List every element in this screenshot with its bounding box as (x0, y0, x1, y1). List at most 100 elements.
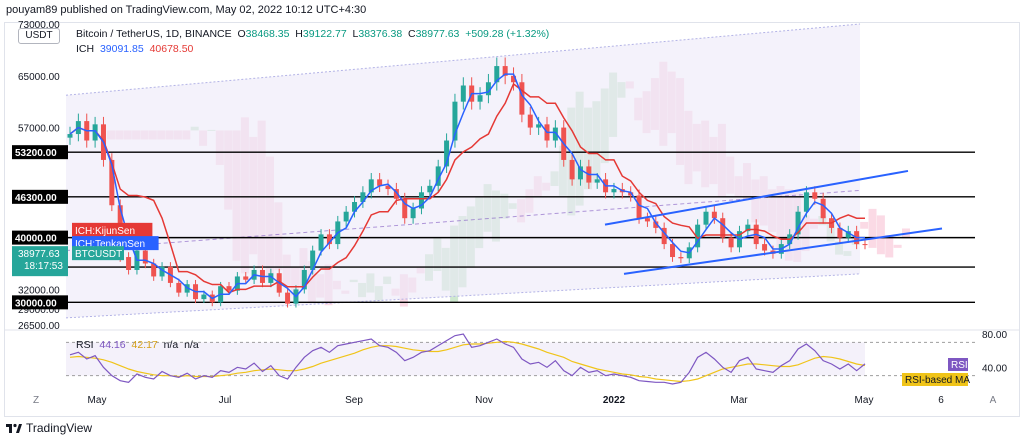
price-axis: 26500.00 29000.00 32000.00 57000.00 65000.00… (18, 20, 60, 332)
candle-body (310, 250, 316, 270)
ich-value-1: 39091.85 (99, 43, 144, 55)
candle-body (670, 244, 676, 258)
rsi-line (69, 333, 866, 385)
rsi-pane: 80.00 40.00 RSI RSI-based MA (4, 329, 1020, 386)
ich-label: ICH (76, 43, 95, 55)
rsi-tick-label: 80.00 (982, 330, 1007, 341)
candle-body (636, 195, 642, 219)
brand-name: TradingView (26, 421, 93, 435)
candle-body (862, 244, 868, 246)
auto-scale-icon[interactable]: A (990, 395, 997, 406)
channel-fill (66, 24, 860, 318)
candle-body (762, 244, 768, 251)
indicator-tag (72, 222, 153, 237)
trend-line-upper[interactable] (604, 169, 909, 226)
currency-button[interactable]: USDT (18, 28, 60, 44)
symbol-legend: Bitcoin / TetherUS, 1D, BINANCE O38468.3… (76, 28, 549, 40)
candle-body (402, 198, 408, 219)
level-tag-label: 53200.00 (15, 148, 57, 159)
channel-top-line (65, 23, 861, 96)
published-header: pouyam89 published on TradingView.com, M… (6, 4, 367, 16)
horizontal-levels (66, 151, 975, 304)
candle-body (92, 124, 98, 141)
kijun-line (69, 82, 866, 294)
candle-body (703, 211, 709, 225)
candle-body (577, 166, 583, 180)
candle-body (511, 75, 517, 83)
candle-body (159, 266, 165, 277)
x-tick-label: Nov (475, 395, 493, 406)
candle-body (418, 192, 424, 209)
cloud-segment (860, 221, 869, 229)
cloud-segment (868, 208, 877, 248)
y-tick-label: 26500.00 (18, 321, 60, 332)
candle-body (301, 269, 307, 290)
rsi-legend: RSI 44.16 42.17 n/a n/a (76, 339, 199, 351)
candle-body (644, 218, 650, 222)
ichimoku-legend: ICH 39091.85 40678.50 (76, 43, 193, 55)
level-tag (12, 189, 68, 204)
rsi-label: RSI (76, 339, 94, 351)
level-tag (12, 230, 68, 245)
cloud-segment (876, 215, 885, 255)
candle-body (326, 234, 332, 245)
candle-body (352, 202, 358, 212)
rsi-ma-tag (902, 373, 968, 386)
zoom-icon[interactable]: Z (33, 395, 39, 406)
price-labels: 53200.0046300.0040000.0035445.3030000.00… (12, 145, 159, 310)
candle-body (845, 231, 851, 238)
candle-body (552, 127, 558, 141)
candle-body (368, 179, 374, 193)
candle-body (201, 294, 207, 300)
y-tick-label: 32000.00 (18, 285, 60, 296)
candle-body (67, 134, 73, 138)
candle-body (745, 224, 751, 232)
level-tag (12, 295, 68, 310)
y-tick-label: 73000.00 (18, 20, 60, 31)
x-tick-label: May (855, 395, 874, 406)
candle-body (536, 124, 542, 128)
candle-body (820, 198, 826, 219)
candle-body (678, 257, 684, 259)
close-value: 38977.63 (415, 28, 460, 40)
candle-body (151, 263, 157, 277)
candle-body (285, 292, 291, 304)
candle-body (360, 192, 366, 203)
candle-body (653, 221, 659, 228)
candle-body (728, 237, 734, 248)
rsi-na-1: n/a (163, 339, 179, 351)
countdown-label: 18:17:53 (24, 261, 63, 272)
channel-bottom-line (65, 273, 861, 319)
candle-body (611, 189, 617, 193)
level-tag-label: 30000.00 (15, 298, 57, 309)
y-tick-label: 29000.00 (18, 305, 60, 316)
candle-body (427, 185, 433, 193)
low-value: 38376.38 (358, 28, 403, 40)
tradingview-logo-icon (6, 423, 22, 433)
candle-body (109, 159, 115, 206)
candle-body (176, 282, 182, 293)
candle-body (377, 179, 383, 186)
chart-frame (4, 22, 1020, 417)
price-channel (65, 23, 861, 319)
candle-body (519, 82, 525, 115)
candle-body (268, 273, 274, 283)
x-tick-label: May (88, 395, 107, 406)
candle-body (243, 276, 249, 280)
last-price-label: 38977.63 (18, 249, 60, 260)
candle-body (695, 224, 701, 248)
candle-body (126, 257, 132, 270)
candle-body (661, 227, 667, 245)
candle-body (444, 140, 450, 167)
high-label: H (295, 28, 303, 40)
symbol-tag (72, 246, 124, 261)
ich-value-2: 40678.50 (149, 43, 194, 55)
low-label: L (352, 28, 359, 40)
open-value: 38468.35 (245, 28, 290, 40)
candle-body (494, 66, 500, 83)
x-tick-label: Sep (345, 395, 363, 406)
rsi-tag (948, 358, 968, 371)
trend-line-lower[interactable] (623, 227, 943, 275)
symbol-name: Bitcoin / TetherUS, 1D, BINANCE (76, 28, 232, 40)
